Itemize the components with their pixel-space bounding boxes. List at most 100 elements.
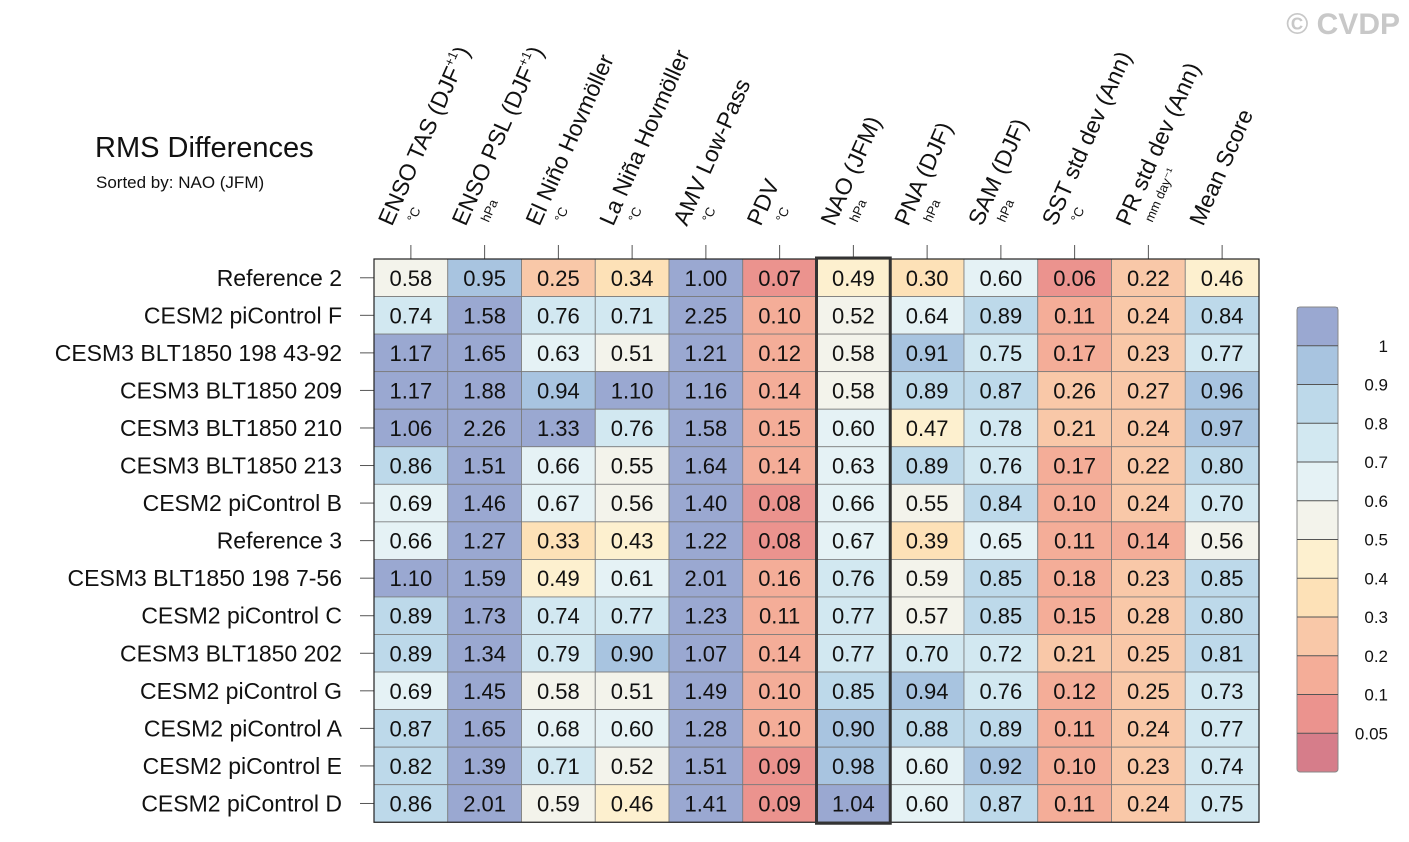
- row-label: CESM2 piControl E: [143, 753, 342, 779]
- heatmap-cell: [816, 521, 891, 560]
- heatmap-cell: [1111, 559, 1186, 598]
- column-labels: ENSO TAS (DJF+1)°C ENSO PSL (DJF+1)hPa El …: [373, 42, 1258, 259]
- heatmap-cell: [889, 746, 965, 786]
- heatmap-cell: [447, 784, 522, 823]
- cell-value: 1.49: [684, 679, 727, 704]
- heatmap-cell: [816, 296, 891, 335]
- column-unit: °C: [699, 205, 719, 224]
- colorbar-label: 0.5: [1364, 531, 1388, 550]
- cell-value: 0.24: [1127, 491, 1170, 516]
- cell-value: 0.23: [1127, 566, 1170, 591]
- cell-value: 0.58: [389, 266, 432, 291]
- cell-value: 0.87: [979, 378, 1022, 403]
- cell-value: 0.23: [1127, 341, 1170, 366]
- row-label: CESM3 BLT1850 210: [120, 415, 342, 441]
- column-label-superscript: +1: [515, 49, 535, 69]
- heatmap-cell: [1037, 371, 1112, 410]
- colorbar-segment: [1297, 578, 1338, 617]
- heatmap-cell: [742, 258, 817, 297]
- cell-value: 0.74: [537, 604, 580, 629]
- heatmap-cell: [373, 559, 449, 598]
- cell-value: 0.75: [1201, 791, 1244, 816]
- heatmap-cell: [742, 483, 817, 523]
- colorbar-segment: [1297, 384, 1338, 424]
- cell-value: 0.86: [389, 454, 432, 479]
- cell-value: 1.10: [389, 566, 432, 591]
- cell-value: 0.91: [906, 341, 949, 366]
- column-label-text: AMV Low-Pass: [668, 75, 756, 229]
- heatmap-cell: [889, 258, 965, 297]
- cell-value: 1.16: [684, 378, 727, 403]
- heatmap-cell: [963, 408, 1039, 448]
- cell-value: 0.58: [832, 341, 875, 366]
- cell-value: 0.09: [758, 791, 801, 816]
- heatmap-cell: [521, 746, 596, 786]
- cell-value: 0.68: [537, 716, 580, 741]
- cell-value: 0.88: [906, 716, 949, 741]
- cell-value: 2.01: [463, 791, 506, 816]
- cell-value: 0.15: [1053, 604, 1096, 629]
- cell-value: 0.84: [1201, 303, 1244, 328]
- heatmap-cell: [1184, 446, 1260, 485]
- heatmap-cell: [1184, 559, 1260, 598]
- colorbar-label: 0.2: [1364, 647, 1388, 666]
- cell-value: 0.60: [832, 416, 875, 441]
- cell-value: 0.23: [1127, 754, 1170, 779]
- cell-value: 0.90: [832, 716, 875, 741]
- cell-value: 0.71: [537, 754, 580, 779]
- cell-value: 0.10: [758, 303, 801, 328]
- heatmap-cell: [963, 634, 1039, 673]
- cell-value: 0.96: [1201, 378, 1244, 403]
- cell-value: 0.89: [979, 716, 1022, 741]
- cell-value: 0.87: [979, 791, 1022, 816]
- colorbar-label: 1: [1379, 337, 1388, 356]
- cell-value: 0.25: [1127, 641, 1170, 666]
- cell-value: 0.12: [1053, 679, 1096, 704]
- cell-value: 0.06: [1053, 266, 1096, 291]
- cell-value: 0.22: [1127, 454, 1170, 479]
- heatmap-cell: [668, 784, 744, 823]
- colorbar-segment: [1297, 345, 1338, 385]
- cell-value: 0.10: [1053, 754, 1096, 779]
- heatmap-cell: [521, 559, 596, 598]
- heatmap-cell: [521, 296, 596, 335]
- heatmap-cell: [1184, 746, 1260, 786]
- row-label: Reference 2: [217, 265, 342, 291]
- cell-value: 0.76: [537, 303, 580, 328]
- cell-value: 0.58: [832, 378, 875, 403]
- cell-value: 0.64: [906, 303, 949, 328]
- heatmap-cell: [447, 634, 522, 673]
- heatmap-cell: [521, 408, 596, 448]
- cell-value: 0.77: [832, 604, 875, 629]
- cell-value: 0.65: [979, 529, 1022, 554]
- heatmap-cell: [816, 559, 891, 598]
- heatmap-cell: [668, 408, 744, 448]
- cell-value: 1.65: [463, 341, 506, 366]
- colorbar: 1 0.9 0.8 0.7 0.6 0.5 0.4 0.3 0.2 0.1 0.05: [1296, 306, 1388, 773]
- heatmap-cell: [521, 596, 596, 635]
- column-unit: °C: [404, 205, 424, 224]
- heatmap-cell: [594, 521, 670, 560]
- cell-value: 0.43: [611, 529, 654, 554]
- cell-value: 1.07: [684, 641, 727, 666]
- heatmap-cell: [594, 258, 670, 297]
- heatmap-cell: [889, 634, 965, 673]
- heatmap-cell: [521, 784, 596, 823]
- cell-value: 1.28: [684, 716, 727, 741]
- cell-value: 0.56: [611, 491, 654, 516]
- cell-value: 0.77: [1201, 341, 1244, 366]
- cell-value: 0.24: [1127, 303, 1170, 328]
- heatmap-cell: [373, 596, 449, 635]
- column-label: AMV Low-Pass: [668, 75, 756, 229]
- cell-value: 0.76: [832, 566, 875, 591]
- heatmap-cell: [373, 333, 449, 373]
- heatmap-cell: [1037, 634, 1112, 673]
- cell-value: 2.26: [463, 416, 506, 441]
- cell-value: 0.24: [1127, 716, 1170, 741]
- cell-value: 1.58: [684, 416, 727, 441]
- heatmap-cell: [1037, 483, 1112, 523]
- cell-value: 0.55: [906, 491, 949, 516]
- heatmap-cell: [373, 709, 449, 748]
- heatmap-cell: [594, 296, 670, 335]
- cell-value: 1.45: [463, 679, 506, 704]
